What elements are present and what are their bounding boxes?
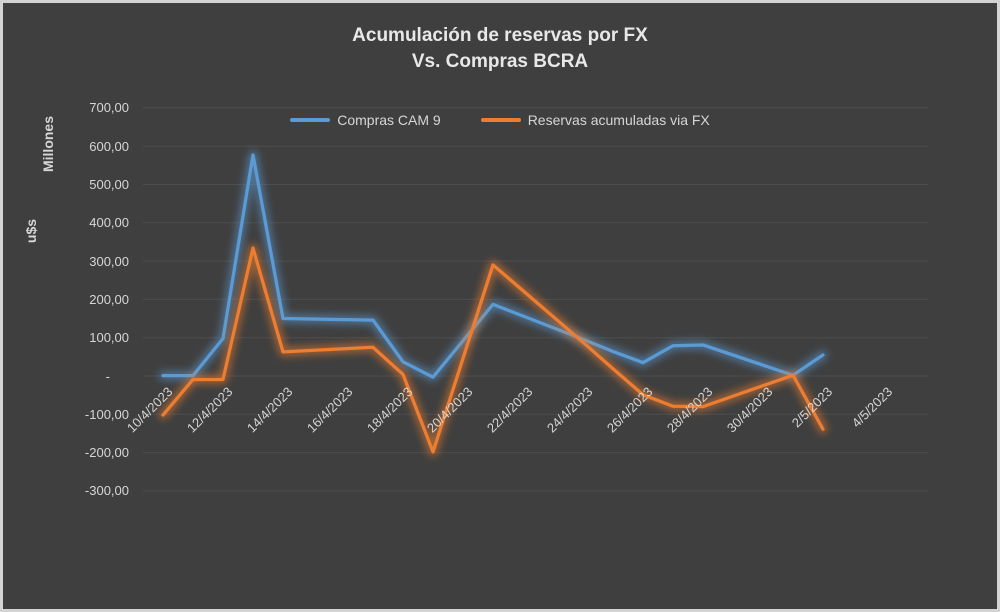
plot-area — [143, 107, 928, 492]
y-tick-label: 500,00 — [89, 177, 129, 192]
legend-label-reservas-fx: Reservas acumuladas via FX — [527, 112, 710, 128]
y-tick-label: 400,00 — [89, 215, 129, 231]
series-lines — [158, 150, 828, 457]
y-axis-title-usd: u$s — [23, 218, 39, 244]
y-tick-label: 600,00 — [89, 138, 129, 154]
y-tick-label: 300,00 — [89, 253, 129, 269]
legend-line-marker-orange-icon — [480, 118, 521, 122]
y-tick-label: - — [105, 368, 110, 384]
legend-item-reservas-fx: Reservas acumuladas via FX — [480, 112, 710, 128]
y-tick-label: -100,00 — [84, 406, 129, 422]
chart-title-line1: Acumulación de reservas por FX — [352, 25, 648, 46]
y-axis-title-millones: Millones — [40, 115, 56, 173]
legend-label-compras-cam9: Compras CAM 9 — [337, 112, 441, 128]
chart-title-line2: Vs. Compras BCRA — [411, 51, 589, 72]
series-line-compras-cam9 — [161, 153, 825, 379]
legend-item-compras-cam9: Compras CAM 9 — [290, 112, 441, 128]
y-tick-label: 700,00 — [89, 100, 129, 116]
chart-title: Acumulación de reservas por FX Vs. Compr… — [3, 23, 997, 75]
y-tick-label: -200,00 — [84, 445, 129, 461]
y-tick-label: 200,00 — [89, 291, 129, 307]
y-tick-label: 100,00 — [89, 330, 129, 346]
y-tick-label: -300,00 — [84, 483, 129, 499]
legend: Compras CAM 9 Reservas acumuladas via FX — [3, 112, 997, 128]
series-line-reservas-fx — [161, 246, 825, 454]
legend-line-marker-blue-icon — [290, 118, 331, 122]
